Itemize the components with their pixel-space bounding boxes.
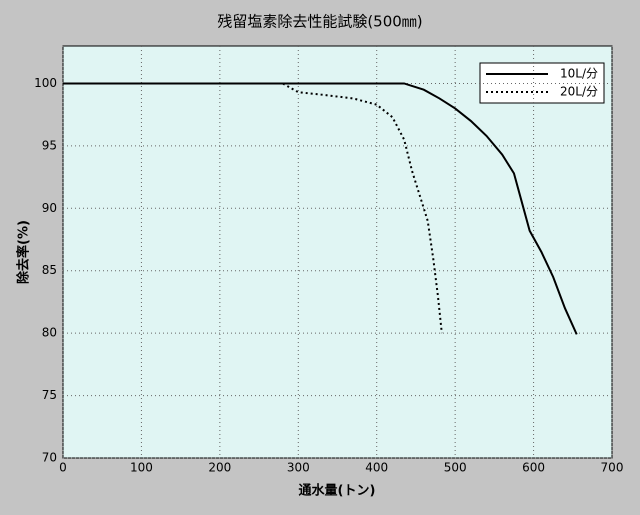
y-tick-label: 95 bbox=[42, 138, 57, 152]
x-tick-label: 400 bbox=[365, 461, 388, 475]
plot-area bbox=[62, 45, 613, 459]
y-tick-label: 80 bbox=[42, 326, 57, 340]
y-axis-label: 除去率(%) bbox=[16, 220, 32, 284]
x-tick-label: 200 bbox=[208, 461, 231, 475]
x-tick-label: 300 bbox=[287, 461, 310, 475]
y-tick-label: 90 bbox=[42, 201, 57, 215]
legend-label: 10L/分 bbox=[560, 67, 598, 81]
x-tick-label: 600 bbox=[522, 461, 545, 475]
x-tick-label: 700 bbox=[601, 461, 624, 475]
x-axis-label: 通水量(トン) bbox=[299, 483, 376, 499]
y-tick-label: 70 bbox=[42, 451, 57, 465]
x-tick-label: 100 bbox=[130, 461, 153, 475]
y-tick-label: 75 bbox=[42, 388, 57, 402]
x-tick-label: 500 bbox=[444, 461, 467, 475]
x-tick-label: 0 bbox=[59, 461, 67, 475]
line-series bbox=[63, 82, 443, 334]
chart-title: 残留塩素除去性能試験(500㎜) bbox=[217, 13, 422, 31]
y-tick-label: 100 bbox=[34, 76, 57, 90]
y-tick-label: 85 bbox=[42, 263, 57, 277]
line-series bbox=[63, 82, 578, 335]
legend-label: 20L/分 bbox=[560, 85, 598, 99]
